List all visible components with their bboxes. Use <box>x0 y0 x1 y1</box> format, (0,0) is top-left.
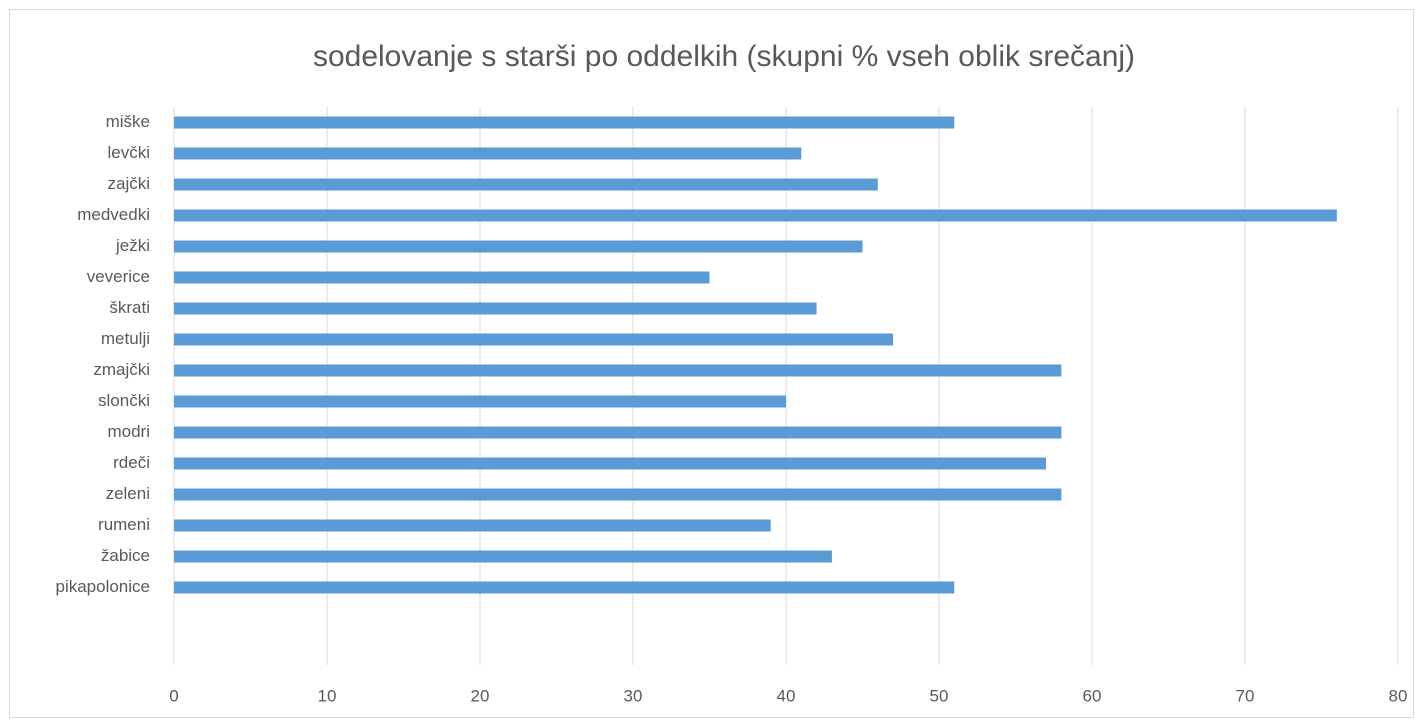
x-tick-label: 10 <box>318 686 337 705</box>
y-tick-label: veverice <box>87 267 150 286</box>
y-tick-label: škrati <box>109 298 150 317</box>
bar <box>174 519 771 532</box>
bar <box>174 147 802 160</box>
x-tick-label: 30 <box>624 686 643 705</box>
y-tick-label: žabice <box>101 546 150 565</box>
x-tick-label: 20 <box>471 686 490 705</box>
bar <box>174 271 710 284</box>
chart-title: sodelovanje s starši po oddelkih (skupni… <box>313 40 1135 73</box>
bar <box>174 395 786 408</box>
chart-border <box>9 9 1414 718</box>
y-tick-label: slončki <box>98 391 150 410</box>
x-tick-label: 50 <box>930 686 949 705</box>
bar <box>174 550 832 563</box>
x-tick-label: 70 <box>1236 686 1255 705</box>
x-tick-label: 0 <box>169 686 178 705</box>
bar <box>174 426 1062 439</box>
y-tick-label: rumeni <box>98 515 150 534</box>
y-tick-label: levčki <box>107 143 150 162</box>
bar <box>174 581 955 594</box>
y-tick-label: medvedki <box>77 205 150 224</box>
y-tick-label: zeleni <box>106 484 150 503</box>
y-tick-label: metulji <box>101 329 150 348</box>
bar <box>174 209 1337 222</box>
x-tick-label: 60 <box>1083 686 1102 705</box>
bar <box>174 240 863 253</box>
bar <box>174 178 878 191</box>
bar <box>174 333 894 346</box>
x-tick-label: 40 <box>777 686 796 705</box>
bar <box>174 457 1047 470</box>
bar <box>174 116 955 129</box>
y-tick-label: pikapolonice <box>55 577 150 596</box>
y-tick-label: zmajčki <box>93 360 150 379</box>
bar <box>174 302 817 315</box>
y-tick-label: rdeči <box>113 453 150 472</box>
bar <box>174 488 1062 501</box>
y-tick-label: zajčki <box>107 174 150 193</box>
x-tick-label: 80 <box>1389 686 1408 705</box>
y-tick-label: modri <box>107 422 150 441</box>
bar <box>174 364 1062 377</box>
y-tick-label: ježki <box>115 236 150 255</box>
y-tick-label: miške <box>106 112 150 131</box>
